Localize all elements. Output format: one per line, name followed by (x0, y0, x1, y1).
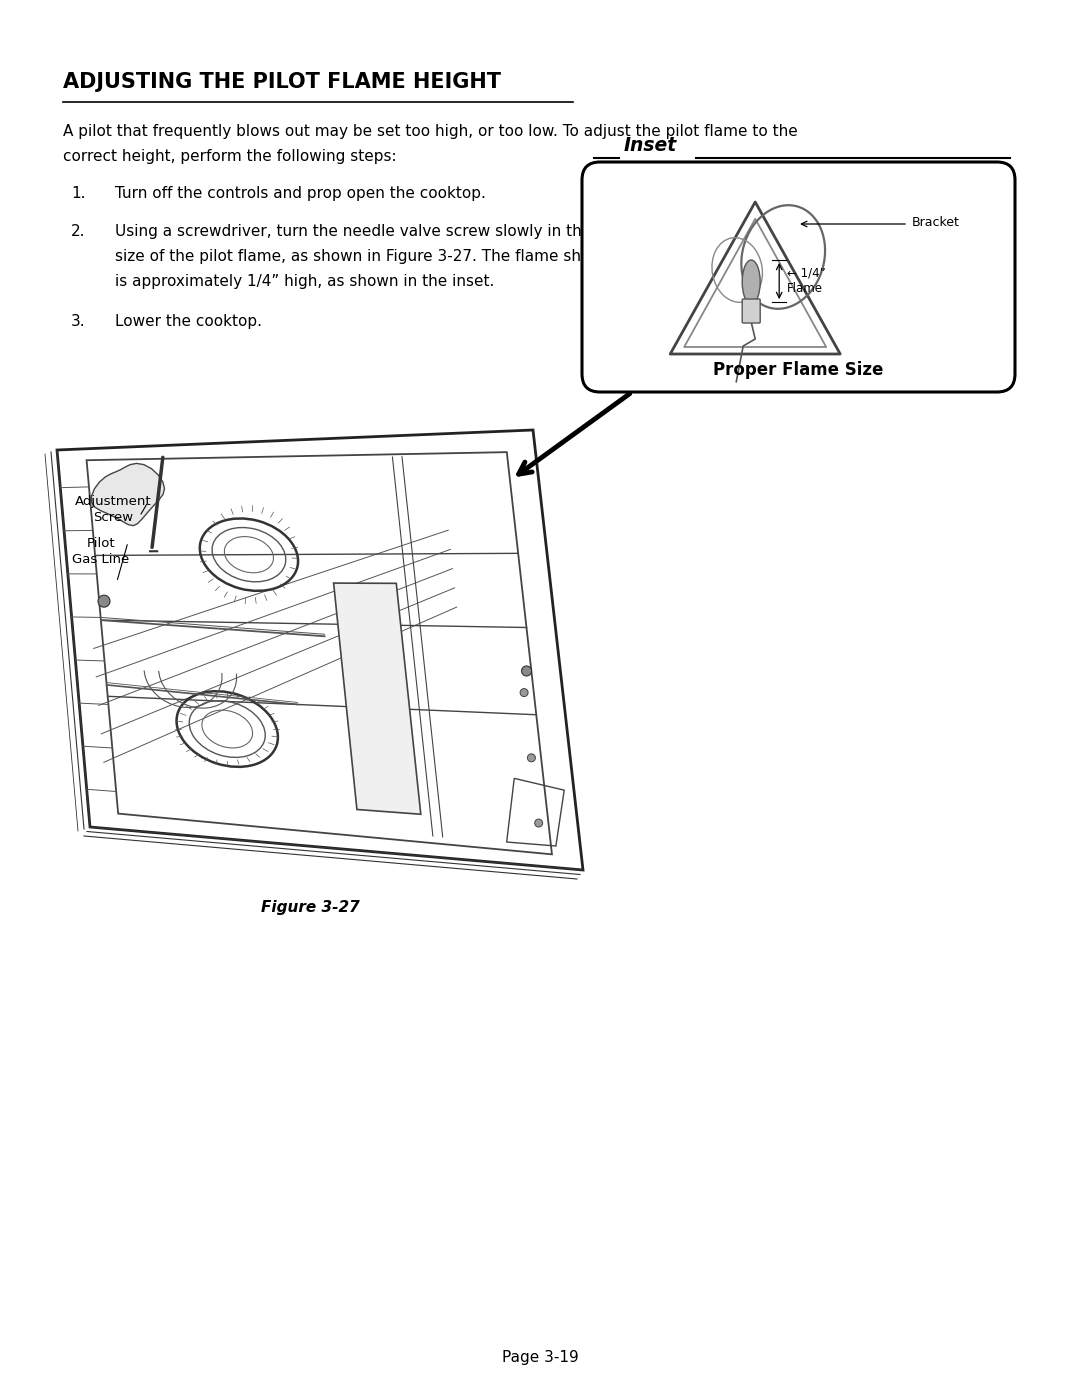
Circle shape (522, 666, 531, 676)
Text: 2.: 2. (71, 224, 85, 239)
FancyBboxPatch shape (742, 299, 760, 323)
FancyBboxPatch shape (582, 162, 1015, 393)
Text: Using a screwdriver, turn the needle valve screw slowly in the direction necessa: Using a screwdriver, turn the needle val… (114, 224, 825, 239)
Text: size of the pilot flame, as shown in Figure 3-27. The flame should have a sharp,: size of the pilot flame, as shown in Fig… (114, 249, 839, 264)
Polygon shape (334, 583, 421, 814)
Text: Adjustment
Screw: Adjustment Screw (75, 495, 151, 524)
Text: 1.: 1. (71, 186, 85, 201)
Text: Page 3-19: Page 3-19 (501, 1350, 579, 1365)
Text: Turn off the controls and prop open the cooktop.: Turn off the controls and prop open the … (114, 186, 486, 201)
Circle shape (535, 819, 542, 827)
Circle shape (98, 595, 110, 608)
Circle shape (521, 689, 528, 697)
Polygon shape (92, 464, 164, 525)
Text: Inset: Inset (624, 136, 677, 155)
Text: Lower the cooktop.: Lower the cooktop. (114, 314, 262, 330)
Ellipse shape (742, 260, 760, 305)
Text: ← 1/4”
Flame: ← 1/4” Flame (787, 267, 826, 296)
Text: is approximately 1/4” high, as shown in the inset.: is approximately 1/4” high, as shown in … (114, 274, 495, 289)
Text: A pilot that frequently blows out may be set too high, or too low. To adjust the: A pilot that frequently blows out may be… (63, 124, 798, 138)
Text: Figure 3-27: Figure 3-27 (260, 900, 360, 915)
Circle shape (527, 754, 536, 761)
Text: ADJUSTING THE PILOT FLAME HEIGHT: ADJUSTING THE PILOT FLAME HEIGHT (63, 73, 501, 92)
Text: correct height, perform the following steps:: correct height, perform the following st… (63, 148, 396, 163)
Text: Pilot
Gas Line: Pilot Gas Line (72, 536, 130, 566)
Text: Proper Flame Size: Proper Flame Size (713, 360, 883, 379)
Text: 3.: 3. (71, 314, 85, 330)
Text: Bracket: Bracket (912, 215, 960, 229)
